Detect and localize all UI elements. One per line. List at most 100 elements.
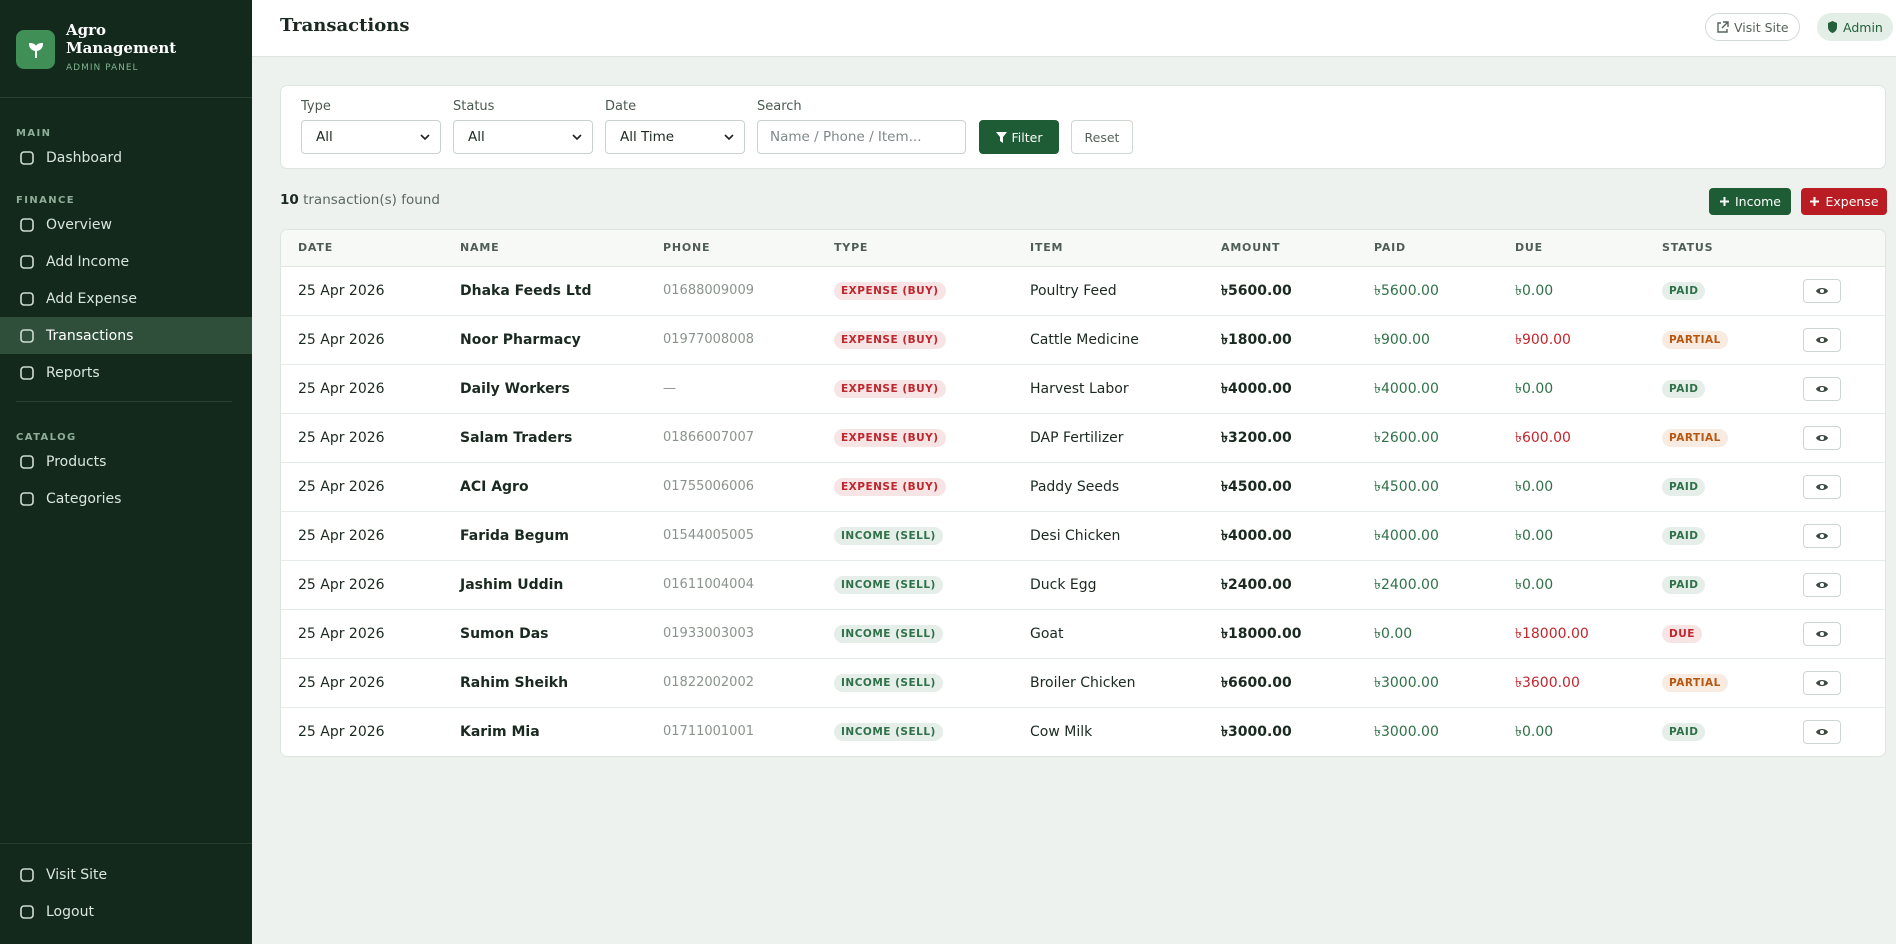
table-row: 25 Apr 2026 Rahim Sheikh 01822002002 INCOME… <box>281 658 1885 708</box>
eye-icon <box>1816 336 1828 343</box>
status-cell: PAID <box>1661 707 1802 756</box>
status-cell: PAID <box>1661 266 1802 316</box>
type-select[interactable]: All <box>301 120 441 154</box>
phone: 01866007007 <box>662 413 833 463</box>
phone: 01977008008 <box>662 315 833 365</box>
action-cell <box>1802 266 1885 316</box>
column-header: DUE <box>1514 230 1661 267</box>
due: ৳0.00 <box>1514 364 1661 414</box>
type-badge: EXPENSE (BUY) <box>834 330 946 349</box>
status-cell: PARTIAL <box>1661 315 1802 365</box>
admin-badge[interactable]: Admin <box>1817 13 1893 41</box>
view-button[interactable] <box>1803 572 1841 597</box>
date: 25 Apr 2026 <box>281 266 459 316</box>
type-badge: INCOME (SELL) <box>834 624 943 643</box>
date-select[interactable]: All Time <box>605 120 745 154</box>
column-header: PAID <box>1373 230 1514 267</box>
status-cell: DUE <box>1661 609 1802 659</box>
view-button[interactable] <box>1803 327 1841 352</box>
nav-label: Products <box>46 453 107 470</box>
view-button[interactable] <box>1803 621 1841 646</box>
visit-site-button[interactable]: Visit Site <box>1705 13 1800 41</box>
action-cell <box>1802 609 1885 659</box>
type-cell: INCOME (SELL) <box>833 511 1029 561</box>
view-button[interactable] <box>1803 719 1841 744</box>
eye-icon <box>1816 581 1828 588</box>
nav-item[interactable]: Dashboard <box>0 139 252 176</box>
filter-button[interactable]: Filter <box>979 120 1059 154</box>
amount: ৳4000.00 <box>1220 364 1373 414</box>
type-badge: INCOME (SELL) <box>834 526 943 545</box>
result-count: 10 transaction(s) found <box>280 192 440 208</box>
date: 25 Apr 2026 <box>281 609 459 659</box>
nav-item[interactable]: Overview <box>0 206 252 243</box>
view-button[interactable] <box>1803 425 1841 450</box>
count-text: transaction(s) found <box>303 192 440 208</box>
name: Jashim Uddin <box>459 560 662 610</box>
action-cell <box>1802 707 1885 756</box>
section-label: MAIN <box>16 128 52 139</box>
due: ৳600.00 <box>1514 413 1661 463</box>
amount: ৳4000.00 <box>1220 511 1373 561</box>
filter-label: Type <box>301 99 331 114</box>
icon <box>20 291 34 306</box>
item: Paddy Seeds <box>1029 462 1220 512</box>
transactions-table: DATE NAME PHONE TYPE ITEM AMOUNT PAID DUE STATUS… <box>281 230 1885 756</box>
brand-title: Agro Management <box>66 21 177 57</box>
due: ৳900.00 <box>1514 315 1661 365</box>
name: Farida Begum <box>459 511 662 561</box>
phone: 01611004004 <box>662 560 833 610</box>
nav-item[interactable]: Categories <box>0 480 252 517</box>
nav-item[interactable]: Visit Site <box>0 856 252 893</box>
status-cell: PAID <box>1661 462 1802 512</box>
nav-label: Add Income <box>46 253 130 270</box>
nav-item[interactable]: Reports <box>0 354 252 391</box>
type-badge: INCOME (SELL) <box>834 575 943 594</box>
phone: 01544005005 <box>662 511 833 561</box>
view-button[interactable] <box>1803 670 1841 695</box>
type-cell: EXPENSE (BUY) <box>833 266 1029 316</box>
view-button[interactable] <box>1803 278 1841 303</box>
name: Karim Mia <box>460 723 540 740</box>
view-button[interactable] <box>1803 523 1841 548</box>
nav-item[interactable]: Add Expense <box>0 280 252 317</box>
sidebar: Agro Management ADMIN PANEL MAIN Dashboar… <box>0 0 252 944</box>
icon <box>20 867 34 882</box>
search-input[interactable]: Name / Phone / Item... <box>757 120 966 154</box>
name: Daily Workers <box>459 364 662 414</box>
nav-item[interactable]: Add Income <box>0 243 252 280</box>
nav-item[interactable]: Transactions <box>0 317 252 354</box>
due: ৳3600.00 <box>1514 658 1661 708</box>
reset-button[interactable]: Reset <box>1071 120 1133 154</box>
type-badge: INCOME (SELL) <box>834 722 943 741</box>
amount: ৳3200.00 <box>1220 413 1373 463</box>
status-select[interactable]: All <box>453 120 593 154</box>
status-badge: PARTIAL <box>1662 673 1728 692</box>
amount: ৳2400.00 <box>1220 560 1373 610</box>
section-label: FINANCE <box>16 195 75 206</box>
nav-item[interactable]: Logout <box>0 893 252 930</box>
action-cell <box>1802 413 1885 463</box>
paid: ৳4000.00 <box>1373 364 1514 414</box>
label: Admin <box>1843 19 1883 35</box>
item: Goat <box>1029 609 1220 659</box>
placeholder: Name / Phone / Item... <box>770 129 922 145</box>
nav-item[interactable]: Products <box>0 443 252 480</box>
type-badge: EXPENSE (BUY) <box>834 379 946 398</box>
icon <box>20 328 34 343</box>
eye-icon <box>1816 679 1828 686</box>
view-button[interactable] <box>1803 376 1841 401</box>
item: DAP Fertilizer <box>1029 413 1220 463</box>
type-cell: INCOME (SELL) <box>833 609 1029 659</box>
label: Expense <box>1825 194 1879 209</box>
icon <box>20 454 34 469</box>
type-badge: EXPENSE (BUY) <box>834 428 946 447</box>
add-income-button[interactable]: Income <box>1709 188 1791 215</box>
amount: ৳6600.00 <box>1220 658 1373 708</box>
eye-icon <box>1816 532 1828 539</box>
due: ৳0.00 <box>1514 462 1661 512</box>
status-badge: PAID <box>1662 722 1706 741</box>
date: 25 Apr 2026 <box>298 723 385 740</box>
view-button[interactable] <box>1803 474 1841 499</box>
add-expense-button[interactable]: Expense <box>1801 188 1887 215</box>
